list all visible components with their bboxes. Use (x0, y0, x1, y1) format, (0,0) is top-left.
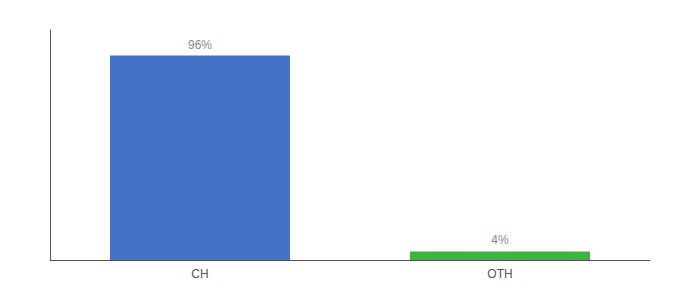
svg-text:96%: 96% (188, 38, 212, 52)
svg-text:4%: 4% (491, 233, 509, 247)
svg-text:OTH: OTH (487, 267, 512, 281)
svg-text:CH: CH (191, 267, 208, 281)
